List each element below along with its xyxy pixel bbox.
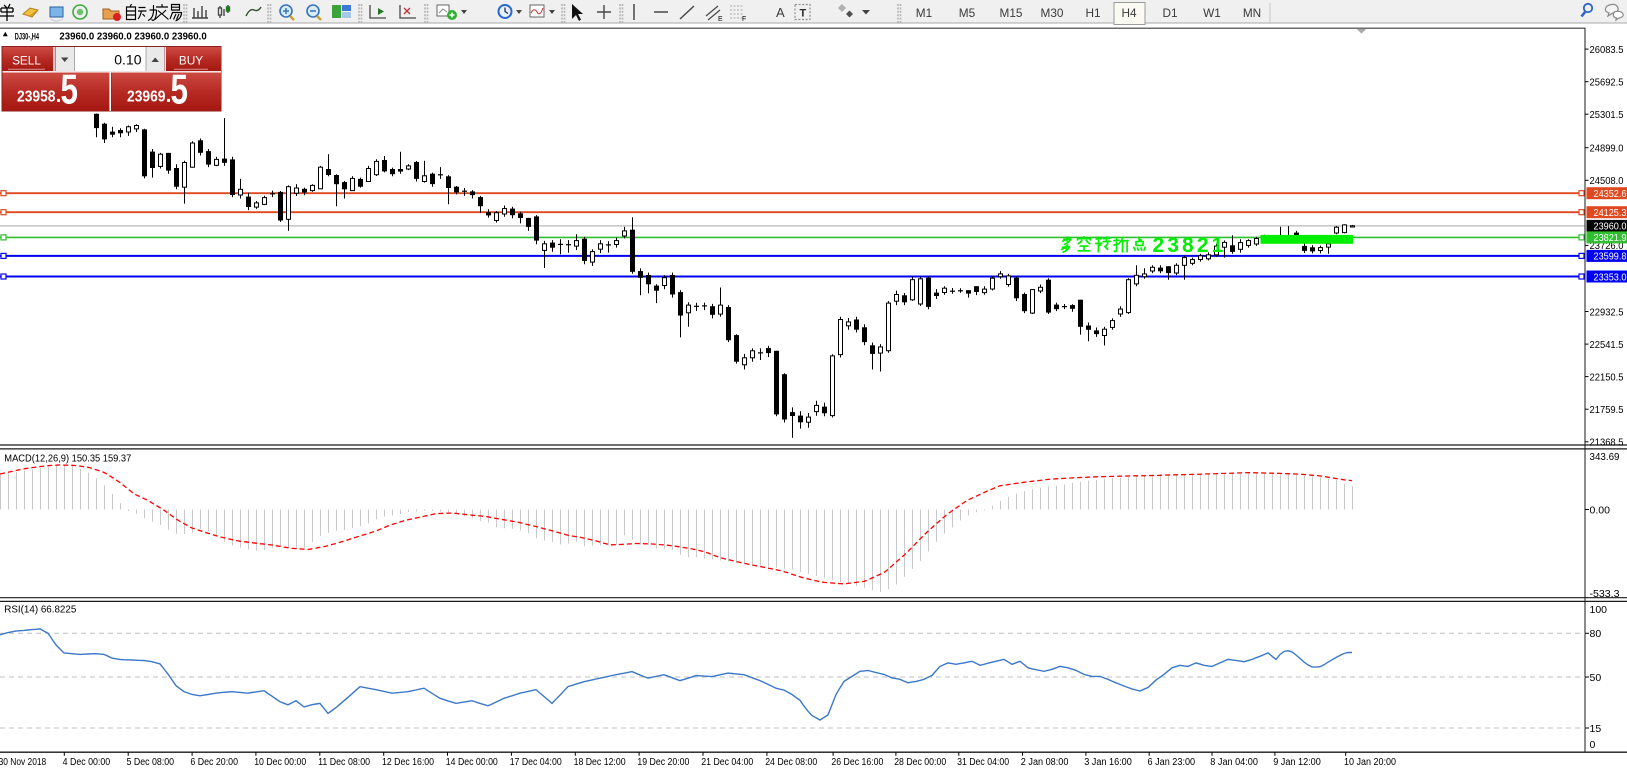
- svg-text:.: .: [166, 85, 172, 107]
- svg-text:25692.5: 25692.5: [1590, 77, 1624, 89]
- svg-text:24899.0: 24899.0: [1590, 143, 1624, 155]
- svg-text:11 Dec 08:00: 11 Dec 08:00: [318, 757, 370, 768]
- svg-text:25301.5: 25301.5: [1590, 109, 1624, 121]
- svg-text:MN: MN: [1243, 6, 1261, 20]
- svg-text:4 Dec 00:00: 4 Dec 00:00: [63, 757, 111, 768]
- svg-text:23599.8: 23599.8: [1594, 251, 1627, 263]
- svg-text:A: A: [776, 5, 785, 20]
- svg-text:31 Dec 04:00: 31 Dec 04:00: [957, 757, 1009, 768]
- svg-text:26 Dec 16:00: 26 Dec 16:00: [831, 757, 883, 768]
- svg-text:9 Jan 12:00: 9 Jan 12:00: [1273, 757, 1321, 768]
- svg-text:23960.0: 23960.0: [1594, 221, 1627, 233]
- svg-text:F: F: [742, 16, 746, 23]
- svg-text:.: .: [56, 85, 62, 107]
- svg-text:E: E: [718, 16, 723, 23]
- svg-text:D1: D1: [1162, 6, 1177, 20]
- svg-text:8 Jan 04:00: 8 Jan 04:00: [1210, 757, 1258, 768]
- svg-text:24125.3: 24125.3: [1594, 207, 1627, 219]
- svg-text:22150.5: 22150.5: [1590, 371, 1624, 383]
- svg-text:23958: 23958: [17, 89, 56, 106]
- svg-text:23821: 23821: [1153, 234, 1227, 257]
- svg-text:22932.5: 22932.5: [1590, 306, 1624, 318]
- svg-text:12 Dec 16:00: 12 Dec 16:00: [382, 757, 434, 768]
- svg-text:T: T: [800, 8, 807, 20]
- svg-text:24508.0: 24508.0: [1590, 175, 1624, 187]
- svg-text:M15: M15: [1000, 6, 1023, 20]
- svg-text:80: 80: [1590, 628, 1602, 640]
- svg-text:3 Jan 16:00: 3 Jan 16:00: [1084, 757, 1132, 768]
- svg-text:23353.0: 23353.0: [1594, 271, 1627, 283]
- svg-text:MACD(12,26,9) 150.35 159.37: MACD(12,26,9) 150.35 159.37: [4, 453, 131, 464]
- svg-text:6 Dec 20:00: 6 Dec 20:00: [190, 757, 238, 768]
- svg-text:23969: 23969: [127, 89, 166, 106]
- svg-text:17 Dec 04:00: 17 Dec 04:00: [510, 757, 562, 768]
- svg-text:100: 100: [1590, 604, 1608, 616]
- svg-text:21 Dec 04:00: 21 Dec 04:00: [701, 757, 753, 768]
- svg-text:5: 5: [171, 66, 189, 113]
- svg-text:23960.0 23960.0 23960.0 23960.: 23960.0 23960.0 23960.0 23960.0: [59, 31, 207, 42]
- svg-text:26083.5: 26083.5: [1590, 44, 1624, 56]
- svg-text:SELL: SELL: [12, 53, 41, 67]
- svg-text:BUY: BUY: [179, 53, 203, 67]
- svg-text:M1: M1: [916, 6, 932, 20]
- svg-text:50: 50: [1590, 672, 1602, 684]
- svg-text:0: 0: [1590, 739, 1596, 751]
- svg-text:343.69: 343.69: [1590, 451, 1620, 463]
- svg-text:H4: H4: [1121, 6, 1137, 20]
- svg-text:H1: H1: [1085, 6, 1100, 20]
- svg-text:21759.5: 21759.5: [1590, 404, 1624, 416]
- svg-text:RSI(14) 66.8225: RSI(14) 66.8225: [4, 604, 76, 615]
- svg-text:21368.5: 21368.5: [1590, 437, 1624, 449]
- svg-text:19 Dec 20:00: 19 Dec 20:00: [637, 757, 689, 768]
- svg-text:5 Dec 08:00: 5 Dec 08:00: [127, 757, 175, 768]
- svg-text:24352.6: 24352.6: [1594, 188, 1627, 200]
- svg-text:0.10: 0.10: [114, 52, 141, 68]
- svg-text:W1: W1: [1203, 6, 1221, 20]
- svg-text:2 Jan 08:00: 2 Jan 08:00: [1021, 757, 1069, 768]
- svg-text:-533.3: -533.3: [1590, 588, 1620, 600]
- svg-text:M30: M30: [1041, 6, 1064, 20]
- svg-text:M5: M5: [959, 6, 976, 20]
- svg-text:0.00: 0.00: [1590, 504, 1611, 516]
- svg-text:23821.9: 23821.9: [1594, 232, 1627, 244]
- svg-text:10 Jan 20:00: 10 Jan 20:00: [1344, 757, 1396, 768]
- svg-text:14 Dec 00:00: 14 Dec 00:00: [446, 757, 498, 768]
- svg-text:22541.5: 22541.5: [1590, 339, 1624, 351]
- svg-text:6 Jan 23:00: 6 Jan 23:00: [1148, 757, 1196, 768]
- svg-text:30 Nov 2018: 30 Nov 2018: [0, 757, 47, 768]
- svg-text:5: 5: [61, 66, 79, 113]
- svg-text:10 Dec 00:00: 10 Dec 00:00: [254, 757, 306, 768]
- svg-text:15: 15: [1590, 723, 1602, 735]
- svg-text:24 Dec 08:00: 24 Dec 08:00: [765, 757, 817, 768]
- svg-text:28 Dec 00:00: 28 Dec 00:00: [894, 757, 946, 768]
- svg-text:DJ30-,H4: DJ30-,H4: [15, 31, 40, 41]
- svg-text:18 Dec 12:00: 18 Dec 12:00: [574, 757, 626, 768]
